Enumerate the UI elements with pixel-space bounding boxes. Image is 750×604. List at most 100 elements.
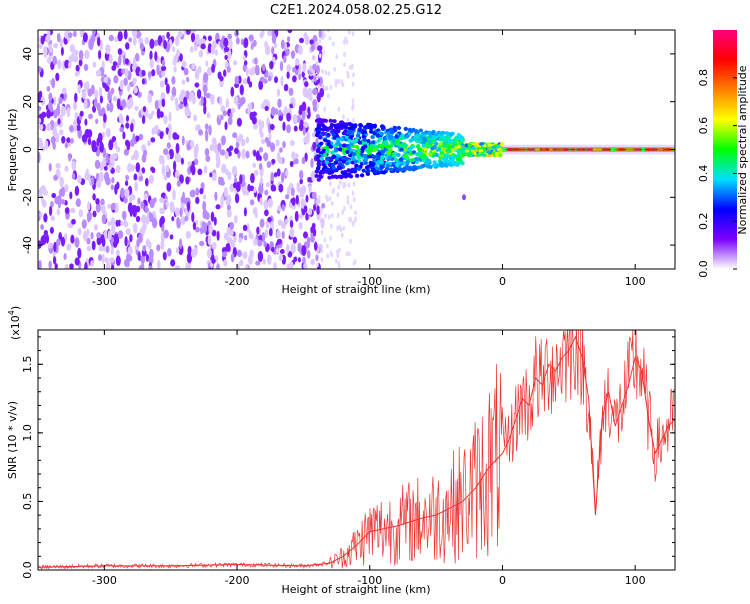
spectrogram-cell (195, 143, 199, 154)
spectrogram-cell (191, 62, 196, 70)
spectrogram-cell (211, 63, 216, 74)
spectrogram-cell (244, 234, 248, 241)
spectrogram-cell (293, 153, 299, 159)
spectrogram-cell (77, 174, 82, 184)
spectrogram-cell (127, 202, 133, 214)
spectrogram-cell (293, 125, 298, 132)
spectrogram-cell (324, 145, 330, 150)
spectrogram-cell (275, 108, 279, 115)
spectrogram-cell (331, 154, 337, 159)
spectrogram-cell (317, 195, 321, 201)
spectrogram-cell (73, 30, 77, 38)
spectrogram-cell (430, 146, 435, 151)
spectrogram-cell (69, 191, 73, 200)
spectrogram-cell (356, 150, 361, 155)
spectrogram-cell (136, 31, 142, 38)
spectrogram-cell (334, 82, 338, 88)
spectrogram-cell (419, 164, 424, 169)
spectrogram-cell (156, 108, 161, 119)
spectrogram-cell (403, 126, 408, 131)
spectrogram-cell (66, 137, 71, 143)
spectrogram-cell (291, 50, 295, 60)
spectrogram-cell (92, 145, 98, 153)
spectrogram-cell (127, 163, 132, 173)
spectrogram-cell (64, 263, 69, 269)
spectrogram-cell (190, 165, 194, 173)
spectrogram-cell (400, 135, 405, 140)
spectrogram-cell (337, 106, 341, 112)
spectrogram-cell (313, 203, 317, 212)
spectrogram-cell (129, 122, 134, 133)
spectrogram-cell (77, 227, 82, 236)
snr-plot-frame (37, 329, 676, 571)
spectrogram-cell (375, 133, 381, 138)
spectrogram-cell (125, 174, 130, 181)
spectrogram-cell (388, 148, 393, 153)
spectrogram-cell (103, 76, 109, 84)
spectrogram-cell (295, 194, 299, 205)
spectrogram-cell (407, 127, 413, 132)
snr-y-tick-label: 0.5 (21, 493, 34, 511)
spectrogram-cell (323, 237, 327, 243)
spectrogram-cell (351, 98, 355, 104)
spectrogram-cell (421, 158, 426, 162)
spectrogram-cell (151, 167, 156, 174)
spectrogram-cell (120, 187, 125, 199)
spectrogram-cell (49, 226, 54, 234)
spectrogram-cell (202, 200, 207, 212)
spectrogram-cell (494, 152, 499, 156)
spectrogram-cell (147, 140, 151, 147)
spectrogram-cell (132, 36, 137, 47)
spectrogram-cell (179, 174, 184, 184)
spectrogram-cell (153, 197, 157, 203)
spectrogram-cell (280, 75, 284, 87)
spectrogram-cell (351, 190, 355, 196)
spectrogram-cell (106, 261, 111, 269)
spectrogram-cell (125, 42, 130, 50)
spectrogram-cell (316, 262, 319, 268)
spectrogram-cell (441, 135, 446, 139)
spectrogram-cell (665, 148, 671, 151)
spectrogram-cell (105, 245, 110, 254)
spectrogram-cell (43, 229, 48, 236)
spectrogram-cell (364, 125, 369, 130)
spectrogram-cell (138, 37, 144, 45)
spectrogram-cell (231, 165, 238, 176)
spectrogram-cell (326, 132, 331, 137)
spectrogram-cell (436, 163, 441, 168)
spectrogram-cell (169, 234, 174, 240)
spectrogram-cell (394, 167, 400, 172)
spectrogram-cell (132, 30, 138, 38)
spectrogram-cell (333, 123, 338, 128)
spectrogram-cell (299, 169, 304, 180)
spectrogram-cell (270, 142, 276, 152)
spectrogram-cell (422, 136, 427, 141)
spectrogram-cell (284, 48, 290, 57)
spectrogram-cell (124, 188, 130, 198)
spectrogram-cell (174, 265, 181, 269)
spectrogram-cell (123, 77, 128, 86)
spectrogram-cell (310, 258, 316, 266)
spectrogram-cell (403, 154, 408, 159)
spectrogram-cell (428, 152, 433, 157)
spectrogram-cell (143, 193, 148, 200)
spectrogram-cell (154, 51, 158, 62)
spectrogram-cell (354, 210, 357, 216)
spectrogram-cell (96, 236, 102, 246)
spectrogram-cell (183, 96, 188, 107)
spectrogram-cell (102, 246, 106, 253)
spectrogram-cell (226, 204, 232, 212)
spectrogram-cell (337, 147, 343, 152)
spectrogram-cell (307, 106, 311, 114)
spectrogram-cell (192, 95, 196, 105)
spectrogram-cell (50, 136, 56, 144)
spectrogram-cell (421, 143, 426, 148)
spectrogram-cell (192, 221, 197, 231)
spectrogram-cell (69, 44, 76, 53)
spectrogram-cell (174, 207, 180, 217)
spectrogram-cell (323, 138, 328, 143)
spectrogram-cell (346, 195, 350, 201)
spectrogram-cell (324, 160, 329, 165)
spectrogram-cell (235, 37, 240, 45)
spectrogram-cell (100, 204, 106, 214)
